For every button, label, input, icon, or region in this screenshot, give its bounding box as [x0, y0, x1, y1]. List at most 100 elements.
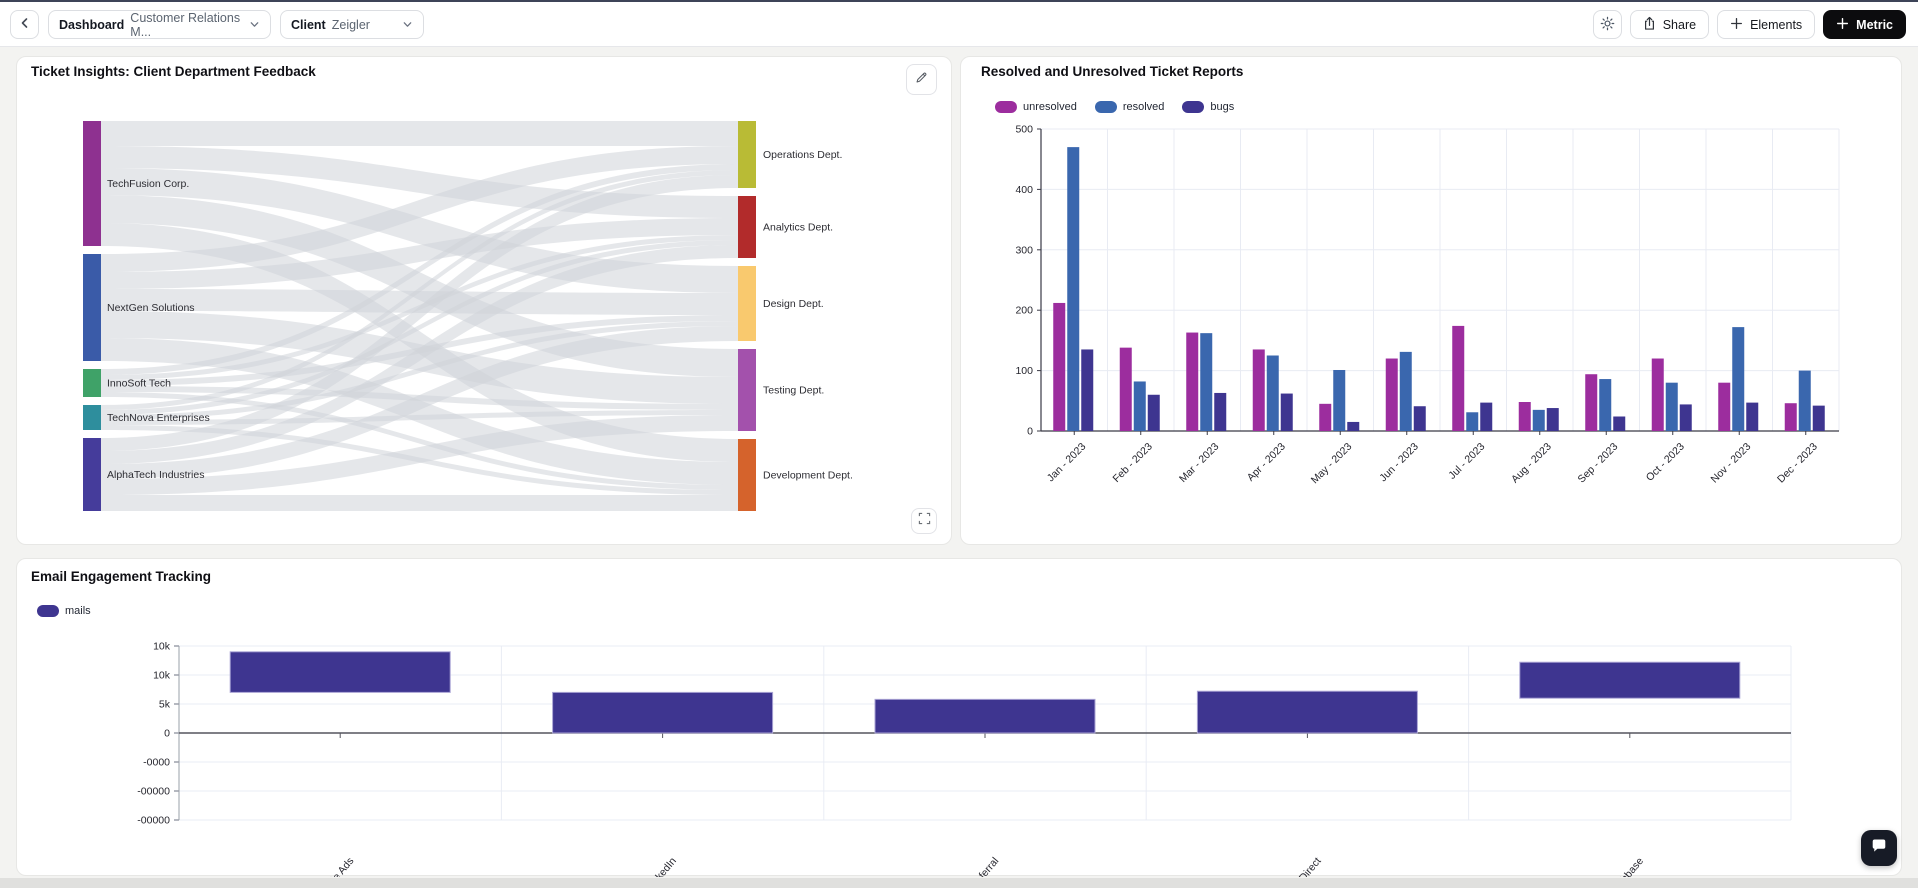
share-button[interactable]: Share [1629, 10, 1710, 39]
fullscreen-icon [918, 512, 931, 530]
sankey-node-label: AlphaTech Industries [107, 469, 204, 481]
legend-item: resolved [1094, 101, 1164, 113]
pencil-icon [915, 71, 928, 89]
chevron-down-icon [402, 19, 413, 30]
email-engagement-title: Email Engagement Tracking [31, 569, 212, 584]
x-axis-tick-label: Feb - 2023 [1110, 441, 1155, 486]
edit-button[interactable] [906, 64, 937, 95]
bar [1480, 402, 1493, 431]
bar [1518, 402, 1531, 431]
y-axis-tick-label: 10k [153, 670, 171, 682]
sankey-node-label: Design Dept. [763, 298, 824, 310]
sankey-link [101, 195, 738, 377]
sankey-panel-title: Ticket Insights: Client Department Feedb… [31, 64, 316, 79]
client-select[interactable]: Client Zeigler [280, 10, 424, 39]
bar [874, 698, 1096, 734]
sankey-link [101, 321, 738, 420]
sankey-node-label: Development Dept. [763, 470, 853, 482]
bar [1385, 358, 1398, 431]
toolbar-left-group: Dashboard Customer Relations M... Client… [10, 10, 424, 39]
y-axis-tick-label: 300 [1015, 244, 1033, 256]
sankey-link [101, 218, 738, 289]
sankey-link [101, 223, 738, 462]
share-icon [1643, 16, 1656, 34]
y-axis-tick-label: 500 [1015, 124, 1033, 136]
bar [1784, 403, 1797, 431]
x-axis-tick-label: Jan - 2023 [1045, 441, 1089, 485]
sankey-node [83, 438, 101, 511]
bar [1679, 404, 1692, 431]
sankey-link [101, 326, 738, 479]
sankey-link [101, 495, 738, 511]
bar [1186, 332, 1199, 431]
bar [1133, 381, 1146, 431]
y-axis-tick-label: -00000 [137, 815, 170, 827]
sankey-node-label: TechNova Enterprises [107, 412, 210, 424]
y-axis-tick-label: 100 [1015, 365, 1033, 377]
x-axis-tick-label: Nov - 2023 [1709, 441, 1754, 486]
toolbar-right-group: Share Elements Metric [1592, 10, 1906, 39]
window-top-edge [0, 0, 1918, 2]
bar [1399, 351, 1412, 431]
bar [1119, 347, 1132, 431]
sankey-node-label: NextGen Solutions [107, 302, 195, 314]
ticket-reports-panel: Resolved and Unresolved Ticket Reports u… [960, 56, 1902, 545]
bar [1746, 402, 1759, 431]
x-axis-tick-label: Jun - 2023 [1377, 441, 1421, 485]
y-axis-tick-label: 0 [1027, 426, 1033, 438]
bar [1280, 393, 1293, 431]
ticket-reports-legend: unresolved resolved bugs [995, 101, 1234, 113]
sankey-link [101, 392, 738, 490]
ticket-reports-title: Resolved and Unresolved Ticket Reports [981, 64, 1244, 79]
x-axis-tick-label: Crunchbase [1601, 855, 1647, 877]
add-metric-button[interactable]: Metric [1823, 10, 1906, 39]
client-select-value: Zeigler [331, 17, 370, 32]
bar [1798, 370, 1811, 431]
bar [552, 691, 774, 734]
bar [1599, 379, 1612, 431]
x-axis-tick-label: Google Ads [312, 855, 356, 877]
back-button[interactable] [10, 10, 39, 39]
bar [1452, 325, 1465, 431]
sankey-link [101, 146, 738, 218]
email-bar-chart: 10k 10k 5k 0 -0000 -00000 -00000 Google Ads Link… [137, 641, 1792, 877]
sankey-node [738, 196, 756, 258]
sankey-node-label: Analytics Dept. [763, 222, 833, 234]
sankey-chart: TechFusion Corp. NextGen Solutions InnoSof… [83, 121, 853, 511]
sankey-node [83, 121, 101, 246]
legend-swatch [1182, 101, 1205, 113]
legend-label: unresolved [1023, 101, 1077, 113]
x-axis-tick-label: Apr - 2023 [1245, 441, 1288, 484]
share-button-label: Share [1662, 17, 1697, 32]
bar [1252, 349, 1265, 431]
x-axis-tick-label: Mar - 2023 [1177, 441, 1222, 486]
dashboard-select-value: Customer Relations M... [130, 10, 241, 39]
email-engagement-panel: Email Engagement Tracking mails 10k 10k 5k… [16, 558, 1902, 877]
bar [1718, 382, 1731, 431]
bar [229, 651, 451, 693]
sankey-node [738, 439, 756, 511]
settings-button[interactable] [1592, 10, 1622, 39]
elements-button[interactable]: Elements [1717, 10, 1816, 39]
bar [1466, 412, 1479, 431]
bar [1665, 382, 1678, 431]
bar [1413, 406, 1426, 431]
x-axis-tick-label: Referral [968, 855, 1001, 877]
x-axis-tick-label: Sep - 2023 [1576, 441, 1621, 486]
x-axis-tick-label: Aug - 2023 [1509, 441, 1554, 486]
y-axis-tick-label: 0 [164, 728, 170, 740]
bar [1613, 416, 1626, 431]
bar [1585, 374, 1598, 431]
legend-item: unresolved [995, 101, 1077, 113]
sankey-link [101, 289, 738, 315]
expand-button[interactable] [911, 508, 937, 534]
bar [1347, 421, 1360, 431]
x-axis-tick-label: May - 2023 [1309, 441, 1355, 487]
tickets-bar-chart: 0 100 200 300 400 500 Jan - 2023 Feb - 2023 Mar … [1015, 124, 1840, 487]
sankey-link [101, 170, 738, 410]
toolbar: Dashboard Customer Relations M... Client… [0, 2, 1918, 47]
chat-widget-button[interactable] [1861, 830, 1897, 866]
bar [1319, 403, 1332, 431]
bar [1532, 409, 1545, 431]
dashboard-select[interactable]: Dashboard Customer Relations M... [48, 10, 271, 39]
